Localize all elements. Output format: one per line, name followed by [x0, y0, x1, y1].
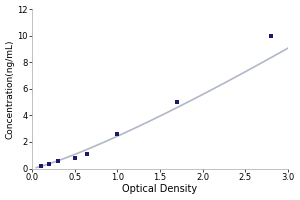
Y-axis label: Concentration(ng/mL): Concentration(ng/mL)	[6, 39, 15, 139]
Point	[72, 156, 77, 159]
Point	[175, 100, 179, 104]
Point	[55, 160, 60, 163]
Point	[115, 132, 120, 136]
Point	[38, 164, 43, 167]
Point	[268, 34, 273, 37]
X-axis label: Optical Density: Optical Density	[122, 184, 197, 194]
Point	[47, 162, 52, 165]
Point	[85, 152, 90, 155]
